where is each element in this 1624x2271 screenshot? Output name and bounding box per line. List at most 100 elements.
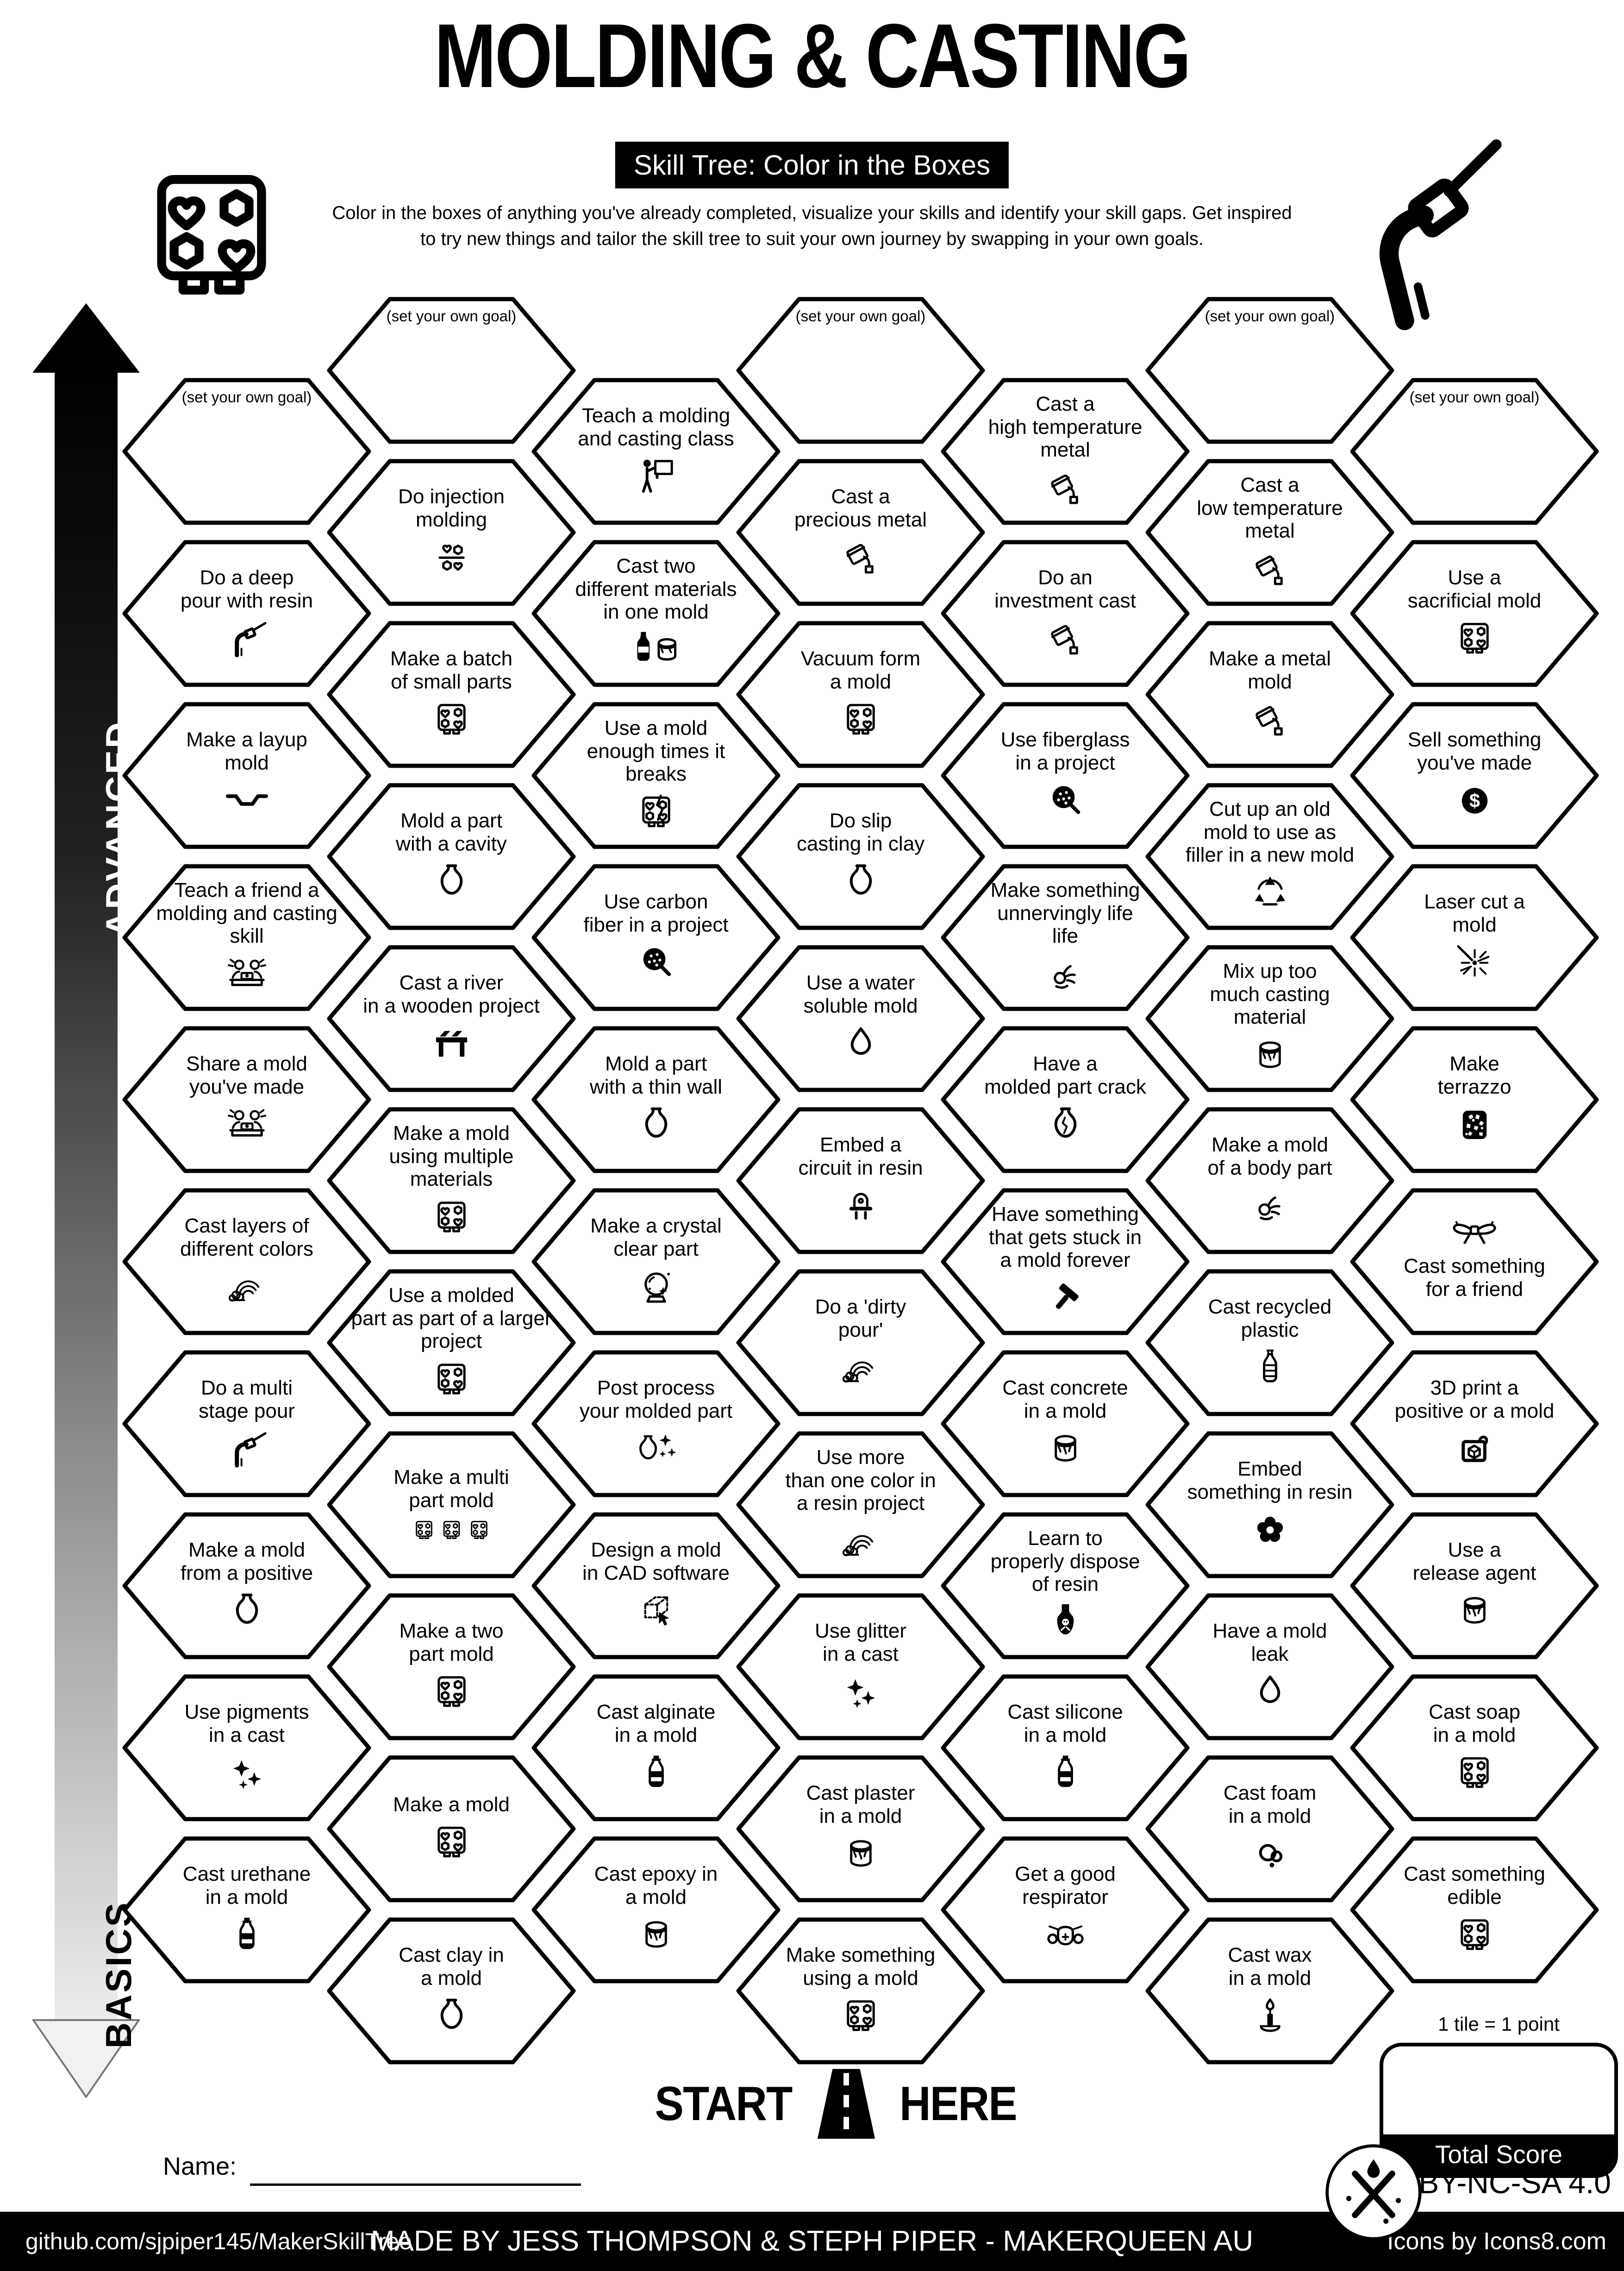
hex-tile[interactable]: Embed something in resin (1145, 1431, 1395, 1579)
hex-tile[interactable]: Do slip casting in clay (736, 782, 986, 931)
hex-tile[interactable]: Cast a low temperature metal (1145, 458, 1395, 607)
hex-tile[interactable]: Cast recycled plastic (1145, 1269, 1395, 1417)
hex-tile[interactable]: Share a mold you've made (122, 1026, 372, 1174)
hex-tile[interactable]: Make terrazzo (1349, 1026, 1599, 1174)
hex-tile[interactable]: Mix up too much casting material (1145, 945, 1395, 1093)
hex-tile[interactable]: Make a multi part mold (326, 1431, 576, 1579)
hex-tile[interactable]: Laser cut a mold (1349, 863, 1599, 1012)
hex-tile[interactable]: Cast concrete in a mold (940, 1350, 1190, 1498)
plastic-bottle-icon (1262, 1350, 1277, 1383)
hex-tile[interactable]: Teach a molding and casting class (531, 377, 781, 526)
hex-tile[interactable]: Use a water soluble mold (736, 945, 986, 1093)
hex-tile[interactable]: Use more than one color in a resin proje… (736, 1431, 986, 1579)
hex-outline (736, 621, 985, 768)
hex-tile[interactable]: Mold a part with a cavity (326, 782, 576, 931)
hex-tile[interactable]: Have something that gets stuck in a mold… (940, 1188, 1190, 1336)
hex-tile[interactable]: Embed a circuit in resin (736, 1107, 986, 1255)
hex-tile[interactable]: Do a multi stage pour (122, 1350, 372, 1498)
hex-tile[interactable]: Cast alginate in a mold (531, 1674, 781, 1822)
name-input-line[interactable] (250, 2183, 581, 2186)
hex-tile[interactable]: Use fiberglass in a project (940, 701, 1190, 850)
hex-tile-content: Do a deep pour with resin (122, 539, 372, 688)
total-score-box[interactable]: Total Score (1380, 2043, 1618, 2178)
hex-tile[interactable]: Cast a high temperature metal (940, 377, 1190, 526)
hex-outline (941, 540, 1190, 687)
repo-link[interactable]: github.com/sjpiper145/MakerSkillTree (25, 2228, 412, 2254)
hex-tile[interactable]: Cut up an old mold to use as filler in a… (1145, 782, 1395, 931)
hex-tile-label: (set your own goal) (386, 307, 517, 325)
hex-tile[interactable]: Cast plaster in a mold (736, 1755, 986, 1903)
hex-tile[interactable]: 3D print a positive or a mold (1349, 1350, 1599, 1498)
hex-tile-label: Design a mold in CAD software (582, 1538, 730, 1584)
hex-tile[interactable]: Do a 'dirty pour' (736, 1269, 986, 1417)
hex-tile[interactable]: Cast silicone in a mold (940, 1674, 1190, 1822)
hex-tile-label: Cast wax in a mold (1228, 1943, 1312, 1989)
hex-tile-label: Make a metal mold (1208, 647, 1331, 693)
hex-tile[interactable]: Make a mold using multiple materials (326, 1107, 576, 1255)
hex-tile-goal[interactable]: (set your own goal) (1145, 296, 1395, 444)
terrazzo-icon (1462, 1111, 1487, 1139)
hex-tile[interactable]: Have a molded part crack (940, 1026, 1190, 1174)
hex-tile[interactable]: Make a mold of a body part (1145, 1107, 1395, 1255)
hex-tile[interactable]: Do a deep pour with resin (122, 539, 372, 688)
hex-tile[interactable]: Cast a river in a wooden project (326, 945, 576, 1093)
hex-tile[interactable]: Make a crystal clear part (531, 1188, 781, 1336)
hex-tile[interactable]: Do injection molding (326, 458, 576, 607)
hex-tile[interactable]: Cast soap in a mold (1349, 1674, 1599, 1822)
hex-tile[interactable]: Post process your molded part (531, 1350, 781, 1498)
hex-tile[interactable]: Make something using a mold (736, 1917, 986, 2065)
hex-tile[interactable]: Cast something edible (1349, 1836, 1599, 1984)
hex-tile-content: Cast a low temperature metal (1145, 458, 1395, 607)
hex-tile[interactable]: Cast layers of different colors (122, 1188, 372, 1336)
hex-tile[interactable]: Make something unnervingly life life (940, 863, 1190, 1012)
credit-text: MADE BY JESS THOMPSON & STEPH PIPER - MA… (370, 2225, 1254, 2257)
hex-tile[interactable]: Make a layup mold (122, 701, 372, 850)
hex-tile[interactable]: Sell something you've made $ (1349, 701, 1599, 850)
hex-tile-label: Make terrazzo (1437, 1052, 1512, 1098)
hex-tile[interactable]: Make a metal mold (1145, 620, 1395, 769)
hex-tile[interactable]: Mold a part with a thin wall (531, 1026, 781, 1174)
hex-tile-label: Make a mold of a body part (1207, 1133, 1332, 1179)
hex-tile-content: Cast wax in a mold (1145, 1917, 1395, 2065)
hex-tile-goal[interactable]: (set your own goal) (326, 296, 576, 444)
hex-tile[interactable]: Make a mold from a positive (122, 1512, 372, 1660)
hex-tile[interactable]: Cast clay in a mold (326, 1917, 576, 2065)
hex-tile[interactable]: Cast two different materials in one mold (531, 539, 781, 688)
hex-tile[interactable]: Get a good respirator (940, 1836, 1190, 1984)
hex-tile[interactable]: Cast a precious metal (736, 458, 986, 607)
hex-tile[interactable]: Use a sacrificial mold (1349, 539, 1599, 688)
hex-tile-label: Use a sacrificial mold (1407, 566, 1542, 612)
hex-tile[interactable]: Cast something for a friend (1349, 1188, 1599, 1336)
hex-tile[interactable]: Do an investment cast (940, 539, 1190, 688)
hex-outline (1350, 1026, 1599, 1173)
hex-tile[interactable]: Use a release agent (1349, 1512, 1599, 1660)
hex-tile[interactable]: Use carbon fiber in a project (531, 863, 781, 1012)
hex-tile[interactable]: Use a mold enough times it breaks (531, 701, 781, 850)
hex-tile[interactable]: Use glitter in a cast (736, 1593, 986, 1741)
hex-tile-goal[interactable]: (set your own goal) (736, 296, 986, 444)
hex-tile[interactable]: Teach a friend a molding and casting ski… (122, 863, 372, 1012)
icons-credit-link[interactable]: Icons by Icons8.com (1387, 2228, 1606, 2255)
hex-tile[interactable]: Cast urethane in a mold (122, 1836, 372, 1984)
hex-tile[interactable]: Vacuum form a mold (736, 620, 986, 769)
hex-tile-label: Have something that gets stuck in a mold… (988, 1202, 1142, 1272)
hex-tile[interactable]: Cast epoxy in a mold (531, 1836, 781, 1984)
hex-tile[interactable]: Cast foam in a mold (1145, 1755, 1395, 1903)
hex-tile[interactable]: Use a molded part as part of a larger pr… (326, 1269, 576, 1417)
hex-tile[interactable]: Learn to properly dispose of resin (940, 1512, 1190, 1660)
hex-tile[interactable]: Cast wax in a mold (1145, 1917, 1395, 2065)
hex-tile-label: Cast layers of different colors (180, 1214, 313, 1260)
hex-tile[interactable]: Make a mold (326, 1755, 576, 1903)
hex-tile-goal[interactable]: (set your own goal) (122, 377, 372, 526)
hex-tile[interactable]: Make a two part mold (326, 1593, 576, 1741)
hex-tile-label: Use a mold enough times it breaks (587, 716, 725, 786)
hex-tile[interactable]: Use pigments in a cast (122, 1674, 372, 1822)
hex-tile[interactable]: Have a mold leak (1145, 1593, 1395, 1741)
hex-tile-label: (set your own goal) (181, 388, 312, 406)
hex-tile-label: Share a mold you've made (186, 1052, 307, 1098)
hex-tile[interactable]: Design a mold in CAD software (531, 1512, 781, 1660)
hex-outline (327, 459, 576, 606)
hex-tile-goal[interactable]: (set your own goal) (1349, 377, 1599, 526)
hex-tile[interactable]: Make a batch of small parts (326, 620, 576, 769)
